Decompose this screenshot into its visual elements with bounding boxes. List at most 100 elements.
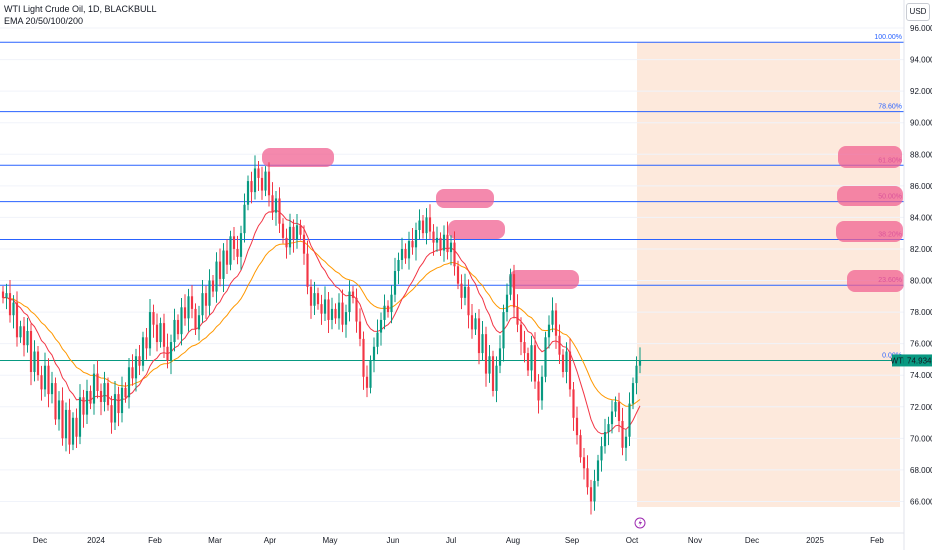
resistance-zone[interactable] (837, 186, 903, 206)
candle[interactable] (572, 389, 575, 418)
candle[interactable] (607, 424, 610, 432)
candle[interactable] (313, 293, 316, 306)
candle[interactable] (512, 274, 516, 308)
candle[interactable] (75, 417, 78, 437)
candle[interactable] (484, 334, 488, 374)
candle[interactable] (113, 394, 117, 423)
candle[interactable] (624, 436, 628, 448)
candle[interactable] (78, 397, 82, 437)
candle[interactable] (54, 383, 57, 420)
candle[interactable] (432, 231, 435, 243)
candle[interactable] (243, 204, 246, 234)
candle[interactable] (383, 305, 386, 320)
candle[interactable] (344, 312, 348, 325)
candle[interactable] (376, 332, 379, 347)
candle[interactable] (222, 250, 225, 279)
candle[interactable] (5, 293, 8, 298)
candle[interactable] (337, 302, 341, 319)
candle[interactable] (71, 417, 75, 445)
candle[interactable] (110, 405, 113, 423)
candle[interactable] (530, 345, 533, 371)
candle[interactable] (481, 334, 484, 354)
candle[interactable] (516, 307, 519, 325)
candle[interactable] (355, 297, 358, 322)
resistance-zone[interactable] (262, 148, 334, 167)
candle[interactable] (334, 308, 337, 319)
candle[interactable] (386, 305, 390, 313)
candle[interactable] (428, 217, 432, 232)
candle[interactable] (498, 348, 502, 366)
candle[interactable] (169, 342, 173, 361)
candle[interactable] (57, 400, 61, 420)
candle[interactable] (533, 345, 537, 382)
candle[interactable] (617, 402, 621, 421)
candle[interactable] (502, 312, 505, 349)
candle[interactable] (250, 181, 253, 193)
resistance-zone[interactable] (436, 189, 494, 208)
resistance-zone[interactable] (448, 220, 505, 239)
candle[interactable] (579, 435, 582, 458)
candle[interactable] (253, 168, 257, 193)
resistance-zone[interactable] (836, 221, 903, 242)
candle[interactable] (8, 293, 12, 316)
currency-button[interactable]: USD (906, 3, 930, 21)
candle[interactable] (26, 331, 29, 346)
candle[interactable] (397, 259, 400, 272)
candle[interactable] (505, 294, 509, 313)
candle[interactable] (159, 323, 162, 343)
candle[interactable] (393, 271, 397, 295)
candle[interactable] (190, 296, 194, 309)
candle[interactable] (568, 351, 572, 390)
candle[interactable] (341, 302, 344, 325)
candle[interactable] (12, 302, 15, 316)
candle[interactable] (103, 383, 106, 403)
candle[interactable] (155, 324, 159, 343)
candle[interactable] (176, 319, 180, 335)
candle[interactable] (152, 312, 155, 325)
candle[interactable] (68, 409, 71, 445)
candle[interactable] (411, 241, 414, 248)
candle[interactable] (19, 326, 22, 338)
candle[interactable] (40, 375, 43, 390)
candle[interactable] (628, 403, 631, 437)
candle[interactable] (449, 242, 453, 253)
candle[interactable] (561, 354, 565, 373)
candle[interactable] (117, 394, 120, 414)
candle[interactable] (330, 308, 334, 320)
candle[interactable] (565, 351, 568, 373)
candle[interactable] (463, 286, 467, 298)
candle[interactable] (36, 351, 40, 376)
candle[interactable] (453, 242, 456, 267)
candle[interactable] (208, 280, 211, 306)
candle[interactable] (400, 248, 404, 260)
candle[interactable] (33, 351, 36, 373)
candle[interactable] (299, 225, 302, 235)
candle[interactable] (610, 411, 614, 425)
candle[interactable] (603, 432, 607, 447)
candle[interactable] (435, 237, 439, 243)
candle[interactable] (281, 223, 285, 238)
candle[interactable] (127, 367, 131, 398)
candle[interactable] (474, 318, 477, 330)
candle[interactable] (631, 383, 635, 404)
candle[interactable] (470, 315, 474, 330)
candle[interactable] (390, 294, 393, 313)
candle[interactable] (47, 365, 50, 395)
candle[interactable] (540, 376, 544, 401)
candle[interactable] (61, 400, 64, 439)
candle[interactable] (1, 291, 5, 298)
candle[interactable] (404, 248, 407, 259)
candle[interactable] (43, 365, 47, 390)
candle[interactable] (96, 373, 99, 391)
candle[interactable] (292, 226, 295, 240)
candle[interactable] (218, 261, 222, 279)
candle[interactable] (554, 310, 558, 336)
candle[interactable] (288, 226, 292, 248)
candle[interactable] (309, 286, 313, 306)
candle[interactable] (547, 324, 551, 338)
candle[interactable] (229, 236, 232, 265)
candle[interactable] (22, 326, 26, 346)
candle[interactable] (64, 409, 68, 439)
candle[interactable] (173, 319, 176, 343)
candle[interactable] (215, 261, 218, 292)
